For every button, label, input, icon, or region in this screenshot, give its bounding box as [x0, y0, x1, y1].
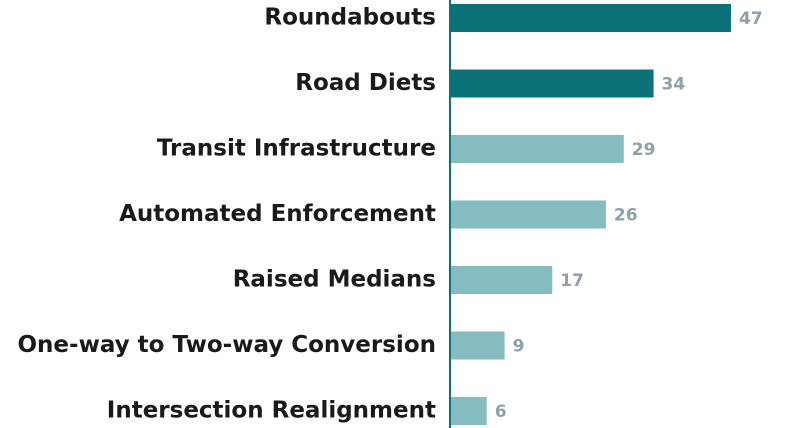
category-label: Road Diets [295, 70, 436, 96]
bar [451, 266, 553, 294]
bar [451, 331, 505, 360]
bar [451, 69, 654, 98]
category-label: Raised Medians [233, 267, 436, 293]
category-label: One-way to Two-way Conversion [18, 332, 437, 358]
category-label: Roundabouts [264, 5, 436, 31]
data-label: 34 [662, 75, 686, 95]
data-label: 6 [495, 402, 507, 422]
bar [451, 4, 731, 32]
category-label: Intersection Realignment [107, 398, 436, 424]
category-label: Transit Infrastructure [157, 136, 436, 162]
category-label: Automated Enforcement [119, 201, 436, 227]
bar [451, 397, 487, 425]
data-label: 29 [632, 140, 656, 160]
data-label: 26 [614, 206, 638, 226]
data-label: 47 [739, 9, 763, 29]
bar [451, 200, 606, 229]
data-label: 9 [513, 337, 525, 357]
data-label: 17 [560, 271, 584, 291]
bar [451, 135, 624, 163]
